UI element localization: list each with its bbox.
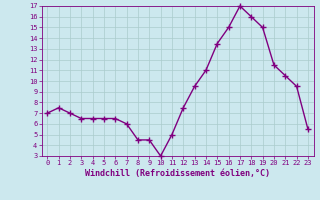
X-axis label: Windchill (Refroidissement éolien,°C): Windchill (Refroidissement éolien,°C) — [85, 169, 270, 178]
